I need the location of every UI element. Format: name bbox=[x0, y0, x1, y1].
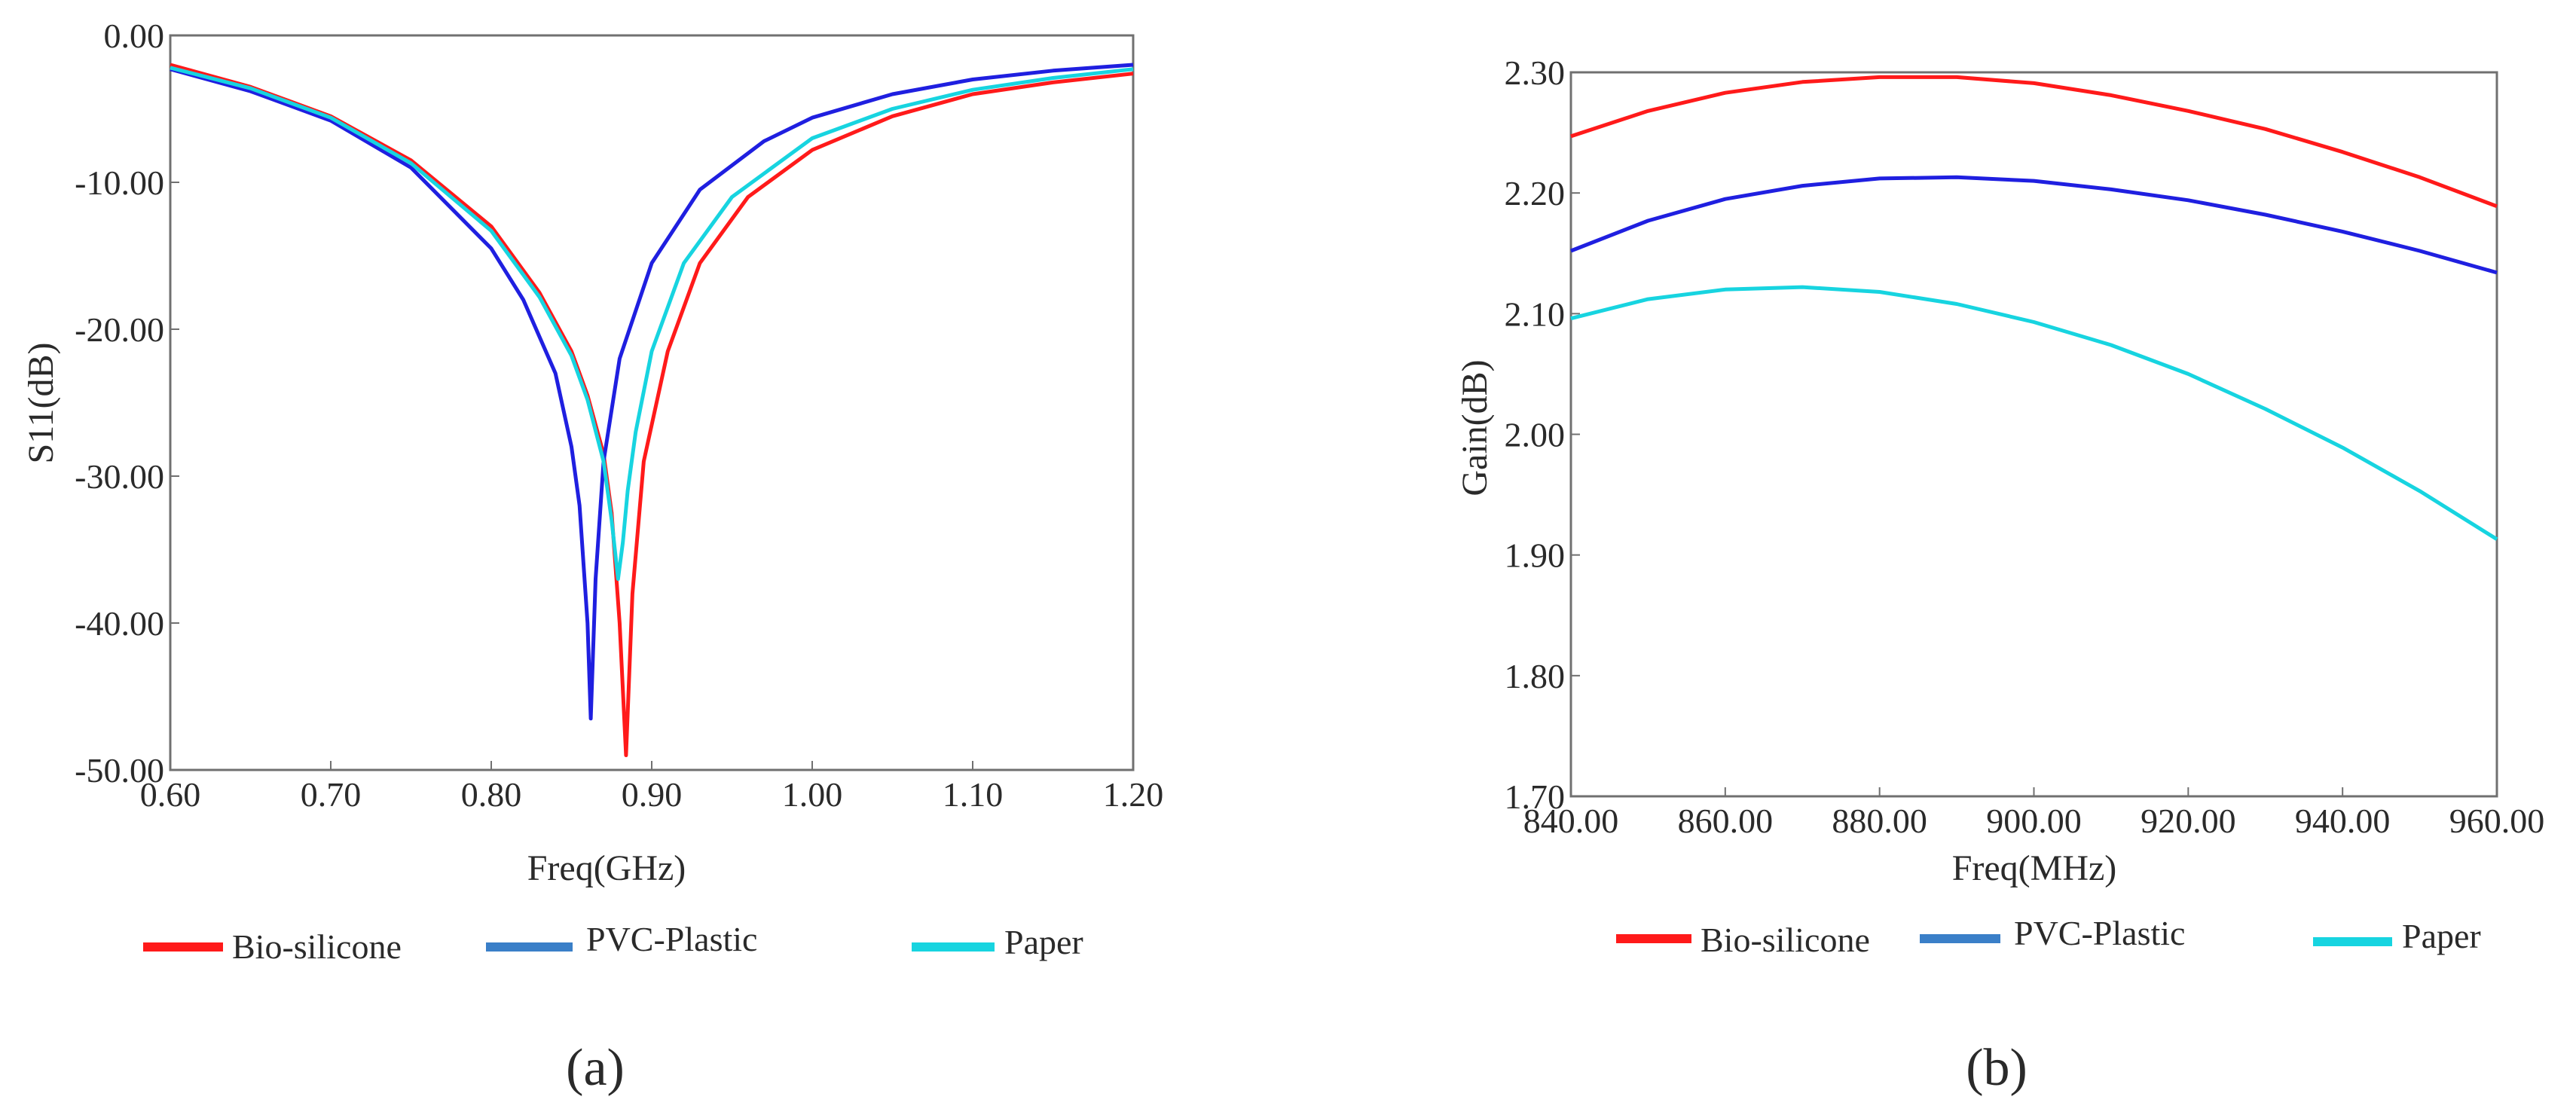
y-tick-label: -20.00 bbox=[75, 310, 164, 349]
x-tick-label: 840.00 bbox=[1523, 802, 1619, 840]
y-tick-label: 2.30 bbox=[1505, 53, 1566, 92]
y-tick-label: -40.00 bbox=[75, 604, 164, 643]
chart-a: 0.00-10.00-20.00-30.00-40.00-50.00 0.60 0… bbox=[21, 17, 1163, 888]
x-axis-label-b: Freq(MHz) bbox=[1952, 848, 2117, 888]
x-tick-label: 1.20 bbox=[1103, 775, 1164, 814]
series-lines-a bbox=[170, 63, 1134, 757]
y-axis-ticks-a: 0.00 -10.00 -20.00 -30.00 -40.00 -50.00 bbox=[75, 17, 179, 790]
series-line-bio-silicone bbox=[170, 63, 1134, 757]
chart-b: 2.30 2.20 2.10 2.00 1.90 1.80 1.70 840.00 860.0… bbox=[1455, 53, 2544, 888]
y-tick-label: -10.00 bbox=[75, 163, 164, 202]
x-tick-label: 960.00 bbox=[2449, 802, 2545, 840]
x-tick-label: 0.60 bbox=[140, 775, 201, 814]
y-axis-ticks-b: 2.30 2.20 2.10 2.00 1.90 1.80 1.70 bbox=[1505, 53, 1580, 816]
caption-b: (b) bbox=[1966, 1039, 2027, 1097]
series-line-paper bbox=[1570, 285, 2498, 541]
plot-area-a bbox=[169, 34, 1135, 771]
legend-a-label-bio-silicone: Bio-silicone bbox=[232, 927, 402, 966]
x-tick-label: 920.00 bbox=[2141, 802, 2236, 840]
y-tick-label: 1.70 bbox=[1505, 777, 1566, 816]
x-tick-label: 900.00 bbox=[1986, 802, 2082, 840]
series-line-pvc-plastic bbox=[170, 63, 1134, 721]
legend-b-label-pvc-plastic: PVC-Plastic bbox=[2014, 914, 2185, 952]
x-axis-label-a: Freq(GHz) bbox=[527, 848, 686, 888]
legend-b: Bio-silicone PVC-Plastic Paper bbox=[1616, 914, 2481, 959]
y-tick-label: 2.10 bbox=[1505, 295, 1566, 333]
series-line-pvc-plastic bbox=[1570, 175, 2498, 275]
y-tick-label: 2.00 bbox=[1505, 416, 1566, 454]
x-tick-label: 1.10 bbox=[943, 775, 1004, 814]
legend-a-label-pvc-plastic: PVC-Plastic bbox=[586, 920, 757, 958]
legend-b-label-bio-silicone: Bio-silicone bbox=[1701, 921, 1870, 959]
legend-b-label-paper: Paper bbox=[2402, 917, 2481, 955]
y-axis-label-b: Gain(dB) bbox=[1455, 359, 1495, 496]
x-tick-label: 940.00 bbox=[2295, 802, 2391, 840]
series-line-paper bbox=[170, 66, 1134, 581]
x-tick-label: 880.00 bbox=[1832, 802, 1927, 840]
series-lines-b bbox=[1570, 75, 2498, 541]
x-axis-ticks-a: 0.60 0.70 0.80 0.90 1.00 1.10 1.20 bbox=[140, 761, 1164, 814]
x-tick-label: 0.80 bbox=[461, 775, 522, 814]
legend-a-label-paper: Paper bbox=[1004, 923, 1083, 961]
x-tick-label: 0.70 bbox=[301, 775, 362, 814]
legend-a: Bio-silicone PVC-Plastic Paper bbox=[143, 920, 1083, 966]
y-tick-label: 0.00 bbox=[104, 17, 165, 55]
y-tick-label: -30.00 bbox=[75, 457, 164, 496]
y-axis-label-a: S11(dB) bbox=[21, 343, 61, 464]
y-tick-label: 1.80 bbox=[1505, 657, 1566, 695]
x-axis-ticks-b: 840.00 860.00 880.00 900.00 920.00 940.00 960.… bbox=[1523, 787, 2545, 840]
y-tick-label: 2.20 bbox=[1505, 174, 1566, 212]
x-tick-label: 1.00 bbox=[782, 775, 843, 814]
y-tick-label: 1.90 bbox=[1505, 536, 1566, 575]
x-tick-label: 860.00 bbox=[1678, 802, 1774, 840]
caption-a: (a) bbox=[566, 1039, 625, 1097]
series-line-bio-silicone bbox=[1570, 75, 2498, 209]
x-tick-label: 0.90 bbox=[622, 775, 683, 814]
y-tick-label: -50.00 bbox=[75, 751, 164, 790]
